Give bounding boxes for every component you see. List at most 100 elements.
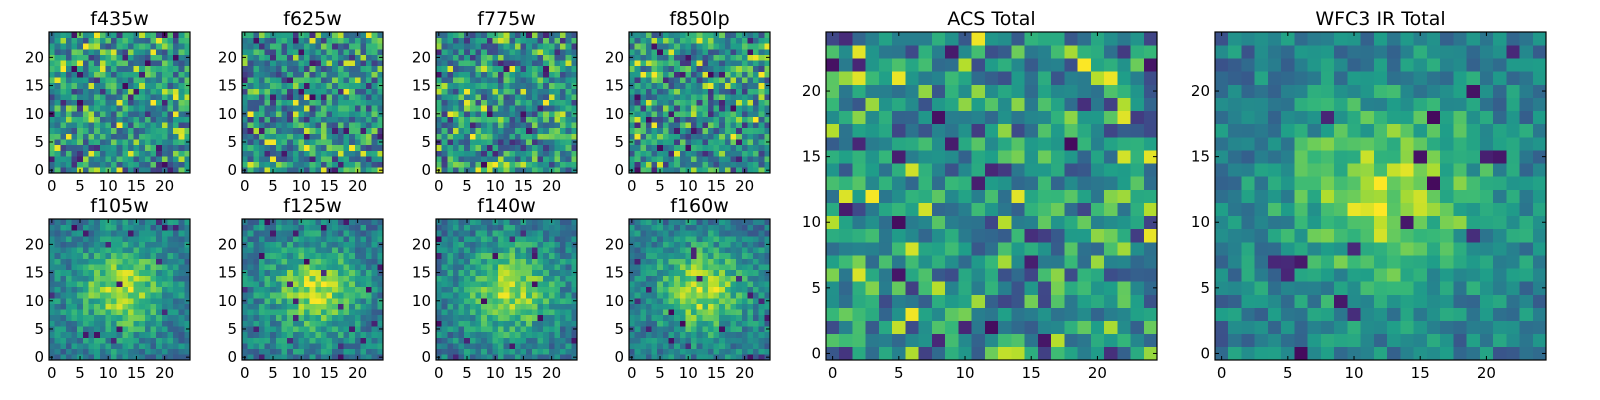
heatmap-cell <box>178 258 185 265</box>
heatmap-cell <box>258 337 265 344</box>
heatmap-cell <box>247 230 254 237</box>
heatmap-cell <box>275 167 282 174</box>
heatmap-cell <box>133 54 140 61</box>
heatmap-cell <box>320 122 327 129</box>
heatmap-cell <box>702 60 709 67</box>
heatmap-cell <box>360 281 367 288</box>
heatmap-cell <box>441 139 448 146</box>
heatmap-cell <box>531 320 538 327</box>
heatmap-cell <box>82 326 89 333</box>
heatmap-cell <box>514 309 521 316</box>
heatmap-cell <box>753 348 760 355</box>
heatmap-cell <box>509 241 516 248</box>
heatmap-cell <box>509 314 516 321</box>
heatmap-cell <box>161 275 168 282</box>
heatmap-cell <box>554 127 561 134</box>
heatmap-cell <box>685 348 692 355</box>
heatmap-cell <box>662 48 669 55</box>
heatmap-cell <box>764 275 771 282</box>
heatmap-cell <box>326 144 333 151</box>
heatmap-cell <box>161 88 168 95</box>
heatmap-cell <box>71 354 78 361</box>
heatmap-cell <box>270 37 277 44</box>
heatmap-cell <box>520 110 527 117</box>
heatmap-cell <box>543 320 550 327</box>
heatmap-cell <box>702 303 709 310</box>
heatmap-cell <box>360 127 367 134</box>
heatmap-cell <box>674 275 681 282</box>
heatmap-cell <box>49 94 55 101</box>
heatmap-cell <box>309 247 316 254</box>
heatmap-cell <box>629 281 635 288</box>
heatmap-cell <box>730 314 737 321</box>
heatmap-cell <box>275 258 282 265</box>
heatmap-cell <box>156 43 163 50</box>
heatmap-cell <box>292 224 299 231</box>
heatmap-cell <box>441 127 448 134</box>
heatmap-cell <box>458 161 465 168</box>
heatmap-cell <box>304 337 311 344</box>
heatmap-cell <box>464 127 471 134</box>
heatmap-cell <box>560 48 567 55</box>
x-tick-label: 15 <box>514 177 533 195</box>
heatmap-cell <box>116 116 123 123</box>
heatmap-cell <box>548 241 555 248</box>
heatmap-cell <box>509 82 516 89</box>
heatmap-cell <box>498 37 505 44</box>
heatmap-cell <box>270 286 277 293</box>
heatmap-cell <box>122 139 129 146</box>
heatmap-cell <box>82 286 89 293</box>
heatmap-cell <box>436 116 442 123</box>
heatmap-cell <box>65 82 72 89</box>
heatmap-cell <box>747 139 754 146</box>
heatmap-cell <box>139 224 146 231</box>
heatmap-cell <box>161 99 168 106</box>
heatmap-cell <box>287 77 294 84</box>
heatmap-cell <box>332 343 339 350</box>
heatmap-cell <box>645 150 652 157</box>
heatmap-cell <box>475 292 482 299</box>
heatmap-cell <box>486 286 493 293</box>
heatmap-cell <box>292 247 299 254</box>
heatmap-cell <box>304 43 311 50</box>
heatmap-cell <box>167 99 174 106</box>
heatmap-cell <box>565 258 572 265</box>
heatmap-cell <box>54 48 61 55</box>
heatmap-cell <box>65 309 72 316</box>
heatmap-cell <box>332 94 339 101</box>
heatmap-cell <box>486 105 493 112</box>
heatmap-cell <box>111 241 118 248</box>
heatmap-cell <box>548 161 555 168</box>
heatmap-cell <box>161 252 168 259</box>
heatmap-cell <box>452 235 459 242</box>
heatmap-cell <box>292 105 299 112</box>
heatmap-cell <box>377 337 384 344</box>
heatmap-cell <box>360 161 367 168</box>
heatmap-cell <box>719 286 726 293</box>
heatmap-cell <box>531 314 538 321</box>
heatmap-cell <box>315 252 322 259</box>
heatmap-cell <box>315 156 322 163</box>
heatmap-cell <box>116 258 123 265</box>
heatmap-cell <box>105 156 112 163</box>
heatmap-cell <box>264 167 271 174</box>
heatmap-cell <box>247 337 254 344</box>
heatmap-cell <box>679 32 686 38</box>
heatmap-cell <box>349 269 356 276</box>
heatmap-cell <box>452 150 459 157</box>
heatmap-cell <box>736 127 743 134</box>
heatmap-cell <box>60 48 67 55</box>
heatmap-cell <box>702 348 709 355</box>
heatmap-cell <box>520 258 527 265</box>
heatmap-cell <box>178 122 185 129</box>
heatmap-cell <box>133 37 140 44</box>
heatmap-cell <box>758 150 765 157</box>
heatmap-cell <box>304 219 311 225</box>
heatmap-cell <box>520 54 527 61</box>
heatmap-cell <box>736 71 743 78</box>
heatmap-cell <box>758 275 765 282</box>
heatmap-cell <box>275 247 282 254</box>
heatmap-cell <box>560 281 567 288</box>
heatmap-cell <box>253 286 260 293</box>
heatmap-cell <box>696 150 703 157</box>
